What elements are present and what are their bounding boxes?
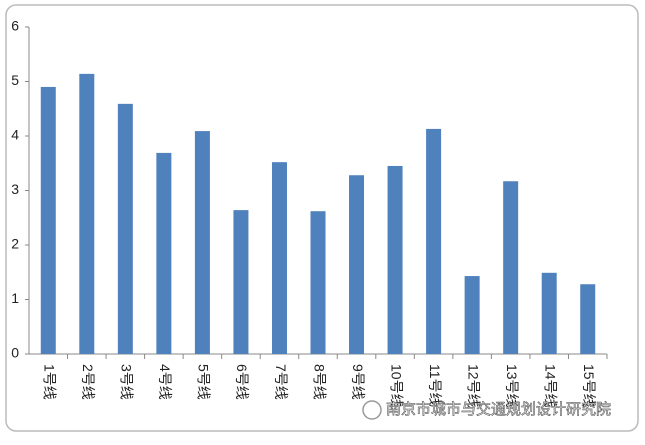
bar: [40, 86, 56, 354]
bar: [156, 152, 172, 354]
x-tick-label: 4号线: [157, 364, 173, 400]
watermark: 南京市城市与交通规划设计研究院: [362, 400, 611, 420]
y-tick-label: 4: [11, 127, 19, 143]
bar: [310, 211, 326, 354]
bar: [580, 284, 596, 354]
x-tick-label: 6号线: [234, 364, 250, 400]
y-tick-label: 2: [11, 236, 19, 252]
x-tick-label: 9号线: [350, 364, 366, 400]
x-tick-label: 7号线: [273, 364, 289, 400]
bar: [271, 162, 287, 354]
x-tick-label: 8号线: [311, 364, 327, 400]
chart-frame: [5, 4, 639, 432]
x-tick-label: 11号线: [427, 364, 443, 407]
x-tick-label: 12号线: [465, 364, 481, 408]
x-tick-label: 5号线: [196, 364, 212, 400]
bar: [541, 272, 557, 354]
bar: [349, 175, 365, 354]
bar: [194, 131, 210, 354]
x-tick-label: 3号线: [119, 364, 135, 400]
bar: [117, 103, 133, 354]
y-tick-label: 1: [11, 290, 19, 306]
x-tick-label: 1号线: [42, 364, 58, 400]
x-tick-label: 14号线: [542, 364, 558, 408]
watermark-text: 南京市城市与交通规划设计研究院: [386, 400, 611, 418]
y-tick-label: 5: [11, 72, 19, 88]
bar: [503, 181, 519, 354]
y-tick-label: 3: [11, 181, 19, 197]
bar: [387, 165, 403, 354]
x-tick-label: 10号线: [388, 364, 404, 408]
bar: [79, 73, 95, 355]
x-tick-label: 15号线: [581, 364, 597, 408]
bar: [464, 276, 480, 354]
y-tick-label: 6: [11, 18, 19, 34]
bar: [233, 210, 249, 354]
x-tick-label: 2号线: [80, 364, 96, 400]
bar: [426, 128, 442, 354]
x-tick-label: 13号线: [504, 364, 520, 408]
watermark-icon: [362, 400, 382, 420]
y-tick-label: 0: [11, 345, 19, 361]
